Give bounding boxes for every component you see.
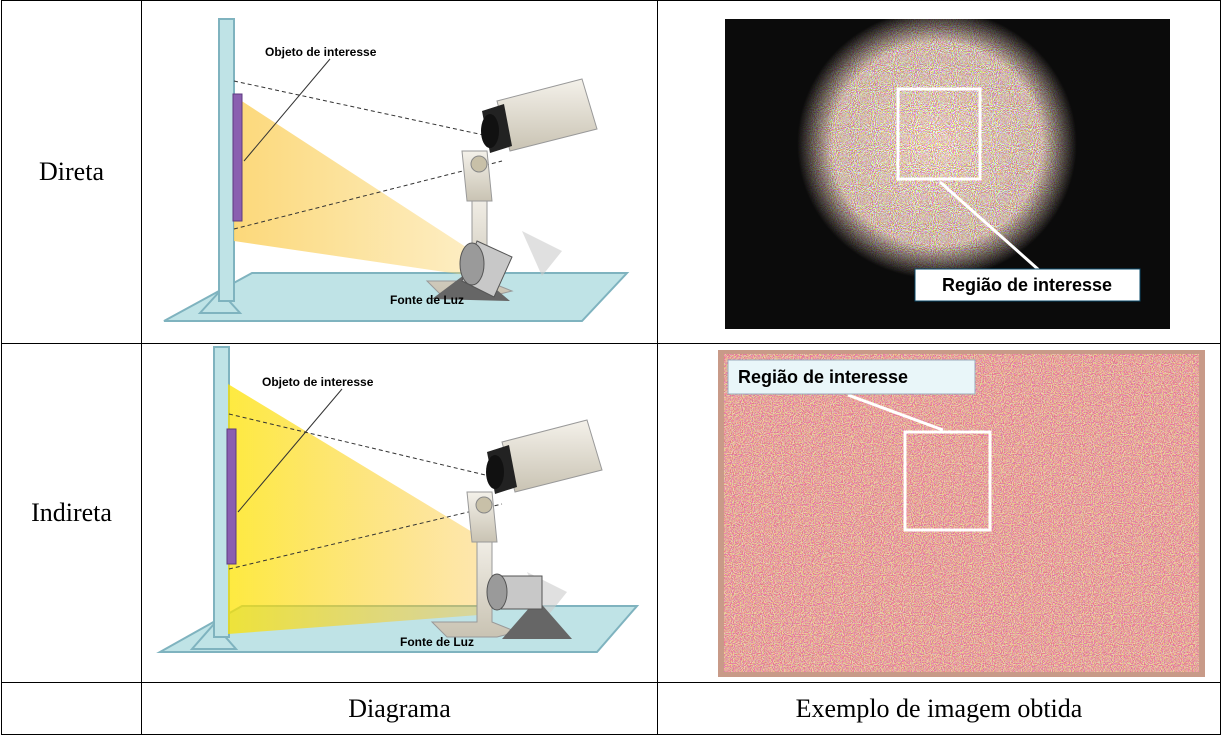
diagram: Objeto de interesse Fonte de Luz [156,346,640,653]
object-label: Objeto de interesse [265,45,377,59]
light-label: Fonte de Luz [390,293,464,307]
roi-label: Região de interesse [738,367,908,387]
object-label: Objeto de interesse [262,375,374,389]
roi-label: Região de interesse [942,275,1112,295]
diagram-cell: Objeto de interesse Fonte de Luz [141,0,658,344]
footer-label: Exemplo de imagem obtida [657,682,1221,735]
footer-cell [1,682,142,735]
photo: Região de interesse [725,19,1170,329]
photo-cell: Região de interesse [657,343,1221,683]
footer-label: Diagrama [141,682,658,735]
diagram: Objeto de interesse Fonte de Luz [163,18,630,322]
photo-cell: Região de interesse [657,0,1221,344]
row-label: Indireta [1,343,142,683]
diagram-cell: Objeto de interesse Fonte de Luz [141,343,658,683]
photo: Região de interesse [718,350,1205,682]
row-label: Direta [1,0,142,344]
light-label: Fonte de Luz [400,635,474,649]
